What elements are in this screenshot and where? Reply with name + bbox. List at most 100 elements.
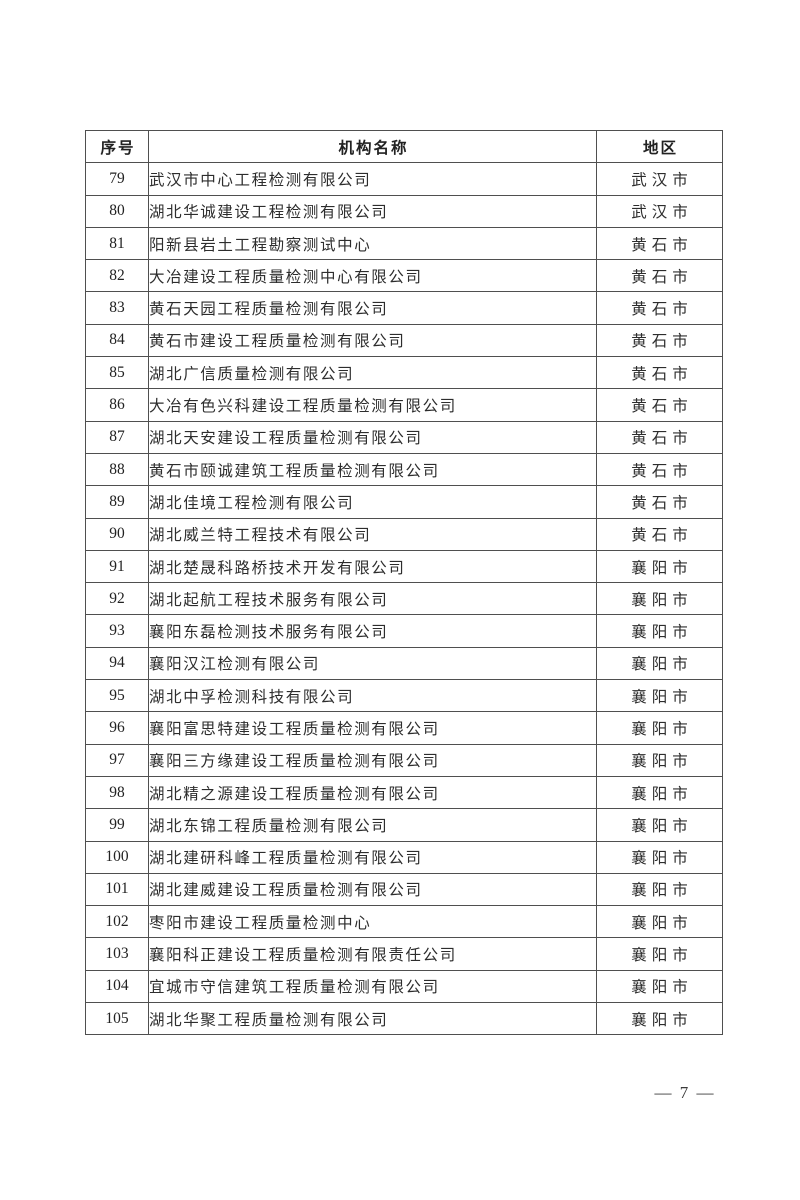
table-row: 79 武汉市中心工程检测有限公司 武汉市 xyxy=(85,162,723,196)
row-serial-number: 101 xyxy=(85,872,149,907)
row-region: 襄阳市 xyxy=(596,549,723,584)
row-serial-number: 105 xyxy=(85,1002,149,1036)
row-organization-name: 武汉市中心工程检测有限公司 xyxy=(148,162,597,196)
row-organization-name: 宜城市守信建筑工程质量检测有限公司 xyxy=(148,969,597,1004)
header-organization-name: 机构名称 xyxy=(148,129,597,164)
row-serial-number: 86 xyxy=(85,388,149,422)
row-organization-name: 湖北建研科峰工程质量检测有限公司 xyxy=(148,840,597,874)
row-serial-number: 103 xyxy=(85,937,149,971)
table-row: 88 黄石市颐诚建筑工程质量检测有限公司 黄石市 xyxy=(85,452,723,487)
row-region: 黄石市 xyxy=(596,323,723,358)
row-serial-number: 94 xyxy=(85,646,149,681)
table-row: 84 黄石市建设工程质量检测有限公司 黄石市 xyxy=(85,323,723,358)
row-organization-name: 湖北精之源建设工程质量检测有限公司 xyxy=(148,775,597,810)
table-header: 序号 机构名称 地区 xyxy=(85,129,723,164)
table-row: 91 湖北楚晟科路桥技术开发有限公司 襄阳市 xyxy=(85,549,723,584)
row-region: 襄阳市 xyxy=(596,614,723,648)
row-organization-name: 黄石天园工程质量检测有限公司 xyxy=(148,291,597,325)
row-organization-name: 湖北天安建设工程质量检测有限公司 xyxy=(148,420,597,454)
row-organization-name: 湖北起航工程技术服务有限公司 xyxy=(148,582,597,616)
row-organization-name: 湖北东锦工程质量检测有限公司 xyxy=(148,808,597,842)
row-organization-name: 大冶有色兴科建设工程质量检测有限公司 xyxy=(148,388,597,422)
table-row: 99 湖北东锦工程质量检测有限公司 襄阳市 xyxy=(85,808,723,842)
row-serial-number: 104 xyxy=(85,969,149,1004)
table-row: 102 枣阳市建设工程质量检测中心 襄阳市 xyxy=(85,905,723,939)
row-region: 襄阳市 xyxy=(596,582,723,616)
row-serial-number: 97 xyxy=(85,743,149,777)
row-region: 黄石市 xyxy=(596,420,723,454)
row-organization-name: 枣阳市建设工程质量检测中心 xyxy=(148,905,597,939)
row-serial-number: 79 xyxy=(85,162,149,196)
header-serial-number: 序号 xyxy=(85,129,149,164)
row-serial-number: 99 xyxy=(85,808,149,842)
table-row: 100 湖北建研科峰工程质量检测有限公司 襄阳市 xyxy=(85,840,723,874)
row-organization-name: 湖北华聚工程质量检测有限公司 xyxy=(148,1002,597,1036)
table-body: 79 武汉市中心工程检测有限公司 武汉市 80 湖北华诚建设工程检测有限公司 武… xyxy=(85,162,723,1036)
table-row: 101 湖北建威建设工程质量检测有限公司 襄阳市 xyxy=(85,872,723,907)
row-serial-number: 98 xyxy=(85,775,149,810)
row-serial-number: 83 xyxy=(85,291,149,325)
row-organization-name: 湖北广信质量检测有限公司 xyxy=(148,356,597,390)
row-serial-number: 95 xyxy=(85,679,149,713)
row-region: 黄石市 xyxy=(596,517,723,551)
table-row: 82 大冶建设工程质量检测中心有限公司 黄石市 xyxy=(85,259,723,293)
row-serial-number: 84 xyxy=(85,323,149,358)
table-row: 81 阳新县岩土工程勘察测试中心 黄石市 xyxy=(85,226,723,261)
header-row: 序号 机构名称 地区 xyxy=(85,129,723,164)
table-row: 89 湖北佳境工程检测有限公司 黄石市 xyxy=(85,485,723,519)
row-organization-name: 湖北楚晟科路桥技术开发有限公司 xyxy=(148,549,597,584)
row-organization-name: 襄阳富思特建设工程质量检测有限公司 xyxy=(148,711,597,745)
row-serial-number: 93 xyxy=(85,614,149,648)
row-organization-name: 湖北建威建设工程质量检测有限公司 xyxy=(148,872,597,907)
row-region: 襄阳市 xyxy=(596,679,723,713)
row-region: 襄阳市 xyxy=(596,969,723,1004)
row-serial-number: 92 xyxy=(85,582,149,616)
table-row: 96 襄阳富思特建设工程质量检测有限公司 襄阳市 xyxy=(85,711,723,745)
row-serial-number: 85 xyxy=(85,356,149,390)
row-region: 武汉市 xyxy=(596,194,723,228)
row-organization-name: 襄阳三方缘建设工程质量检测有限公司 xyxy=(148,743,597,777)
row-serial-number: 88 xyxy=(85,452,149,487)
row-organization-name: 襄阳东磊检测技术服务有限公司 xyxy=(148,614,597,648)
row-region: 黄石市 xyxy=(596,259,723,293)
table-row: 97 襄阳三方缘建设工程质量检测有限公司 襄阳市 xyxy=(85,743,723,777)
row-region: 襄阳市 xyxy=(596,872,723,907)
row-region: 襄阳市 xyxy=(596,808,723,842)
row-serial-number: 96 xyxy=(85,711,149,745)
row-organization-name: 黄石市建设工程质量检测有限公司 xyxy=(148,323,597,358)
table-row: 103 襄阳科正建设工程质量检测有限责任公司 襄阳市 xyxy=(85,937,723,971)
row-organization-name: 湖北华诚建设工程检测有限公司 xyxy=(148,194,597,228)
row-serial-number: 81 xyxy=(85,226,149,261)
table-row: 80 湖北华诚建设工程检测有限公司 武汉市 xyxy=(85,194,723,228)
row-region: 襄阳市 xyxy=(596,775,723,810)
row-organization-name: 襄阳科正建设工程质量检测有限责任公司 xyxy=(148,937,597,971)
row-serial-number: 82 xyxy=(85,259,149,293)
row-serial-number: 90 xyxy=(85,517,149,551)
row-organization-name: 湖北威兰特工程技术有限公司 xyxy=(148,517,597,551)
table-row: 98 湖北精之源建设工程质量检测有限公司 襄阳市 xyxy=(85,775,723,810)
table-row: 87 湖北天安建设工程质量检测有限公司 黄石市 xyxy=(85,420,723,454)
row-region: 襄阳市 xyxy=(596,937,723,971)
row-region: 黄石市 xyxy=(596,356,723,390)
table-row: 94 襄阳汉江检测有限公司 襄阳市 xyxy=(85,646,723,681)
row-region: 襄阳市 xyxy=(596,840,723,874)
table-row: 85 湖北广信质量检测有限公司 黄石市 xyxy=(85,356,723,390)
row-region: 黄石市 xyxy=(596,291,723,325)
table-row: 86 大冶有色兴科建设工程质量检测有限公司 黄石市 xyxy=(85,388,723,422)
table-row: 93 襄阳东磊检测技术服务有限公司 襄阳市 xyxy=(85,614,723,648)
row-serial-number: 87 xyxy=(85,420,149,454)
page-number: — 7 — xyxy=(654,1083,716,1102)
row-serial-number: 100 xyxy=(85,840,149,874)
row-serial-number: 102 xyxy=(85,905,149,939)
table-row: 104 宜城市守信建筑工程质量检测有限公司 襄阳市 xyxy=(85,969,723,1004)
row-serial-number: 80 xyxy=(85,194,149,228)
row-organization-name: 大冶建设工程质量检测中心有限公司 xyxy=(148,259,597,293)
row-region: 襄阳市 xyxy=(596,711,723,745)
row-region: 黄石市 xyxy=(596,388,723,422)
row-region: 黄石市 xyxy=(596,485,723,519)
row-serial-number: 91 xyxy=(85,549,149,584)
row-organization-name: 襄阳汉江检测有限公司 xyxy=(148,646,597,681)
row-region: 襄阳市 xyxy=(596,743,723,777)
row-organization-name: 湖北佳境工程检测有限公司 xyxy=(148,485,597,519)
